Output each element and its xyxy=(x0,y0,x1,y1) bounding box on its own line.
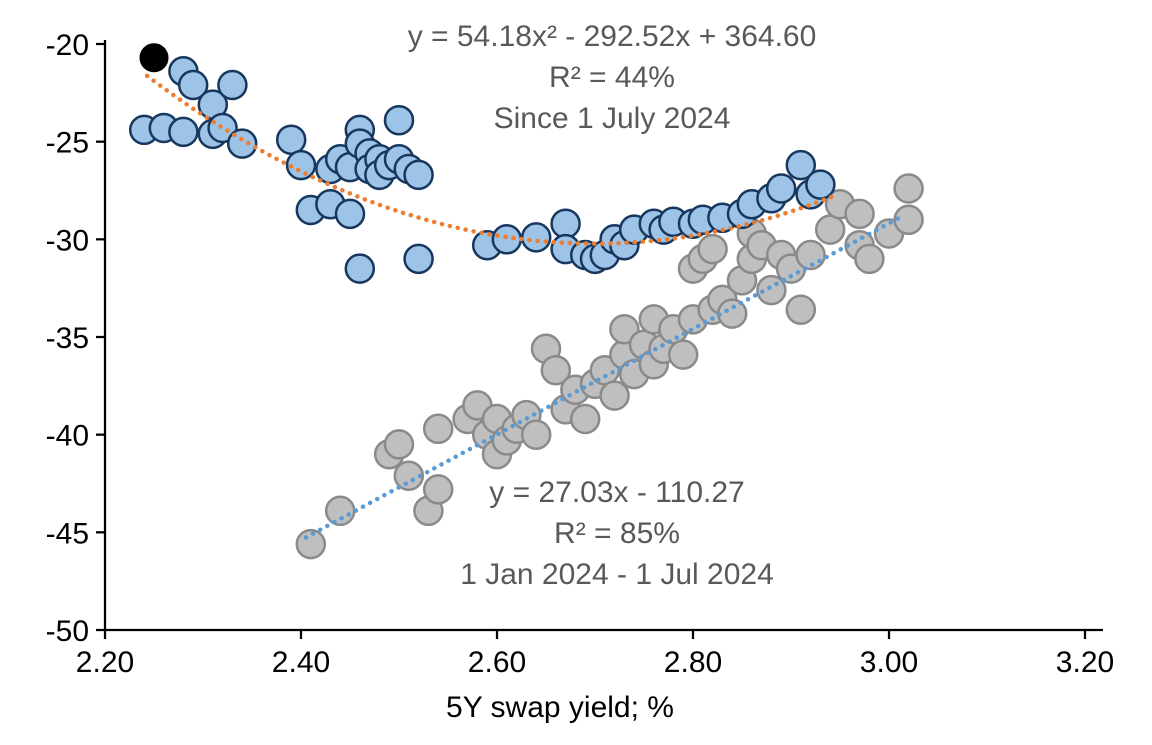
point-since-jul-2024 xyxy=(491,224,523,255)
point-jan-jul-2024 xyxy=(599,380,630,411)
trendline-equation-prior: y = 27.03x - 110.27 xyxy=(489,476,744,509)
x-axis-title: 5Y swap yield; % xyxy=(446,691,674,724)
point-jan-jul-2024 xyxy=(893,204,924,236)
point-jan-jul-2024 xyxy=(295,528,327,560)
y-tick-label: -45 xyxy=(46,517,89,550)
point-since-jul-2024 xyxy=(168,116,199,148)
point-since-jul-2024 xyxy=(383,104,415,136)
y-tick-label: -35 xyxy=(46,322,89,355)
y-tick-label: -50 xyxy=(46,615,89,648)
point-since-jul-2024 xyxy=(217,69,248,101)
data-points xyxy=(128,43,924,560)
point-jan-jul-2024 xyxy=(854,243,885,275)
point-since-jul-2024 xyxy=(550,208,581,239)
annotation-top-block: y = 54.18x² - 292.52x + 364.60 R² = 44% … xyxy=(408,20,817,135)
x-tick-label: 2.40 xyxy=(272,646,330,679)
x-tick-label: 2.80 xyxy=(664,646,722,679)
x-tick-label: 2.60 xyxy=(468,646,526,679)
point-since-jul-2024 xyxy=(805,169,836,200)
point-jan-jul-2024 xyxy=(393,460,425,491)
point-jan-jul-2024 xyxy=(569,403,601,435)
point-jan-jul-2024 xyxy=(814,214,846,245)
point-since-jul-2024 xyxy=(334,198,366,230)
point-since-jul-2024 xyxy=(285,149,317,181)
trendline-r2-recent: R² = 44% xyxy=(549,61,675,94)
point-since-jul-2024 xyxy=(403,243,434,275)
y-tick-label: -20 xyxy=(46,29,89,62)
point-since-jul-2024 xyxy=(177,69,209,101)
point-jan-jul-2024 xyxy=(697,233,728,265)
point-jan-jul-2024 xyxy=(520,419,552,450)
trendline-linear-jan-jul-2024 xyxy=(303,215,902,540)
point-jan-jul-2024 xyxy=(844,198,875,230)
axes: 2.20 2.40 2.60 2.80 3.00 3.20 -20 -25 -30 -35 -40 -… xyxy=(46,29,1115,679)
point-jan-jul-2024 xyxy=(383,429,415,460)
point-since-jul-2024 xyxy=(785,149,817,181)
point-jan-jul-2024 xyxy=(893,173,924,204)
annotation-bottom-block: y = 27.03x - 110.27 R² = 85% 1 Jan 2024 … xyxy=(460,476,774,591)
x-tick-label: 2.20 xyxy=(76,646,134,679)
trendline-period-prior: 1 Jan 2024 - 1 Jul 2024 xyxy=(460,558,774,591)
point-jan-jul-2024 xyxy=(422,413,454,445)
trendline-quadratic-since-jul-2024 xyxy=(144,73,838,246)
point-since-jul-2024 xyxy=(275,124,307,155)
point-since-jul-2024 xyxy=(344,253,376,284)
y-tick-label: -40 xyxy=(46,420,89,453)
point-jan-jul-2024 xyxy=(540,354,572,386)
trendline-equation-recent: y = 54.18x² - 292.52x + 364.60 xyxy=(408,20,817,53)
trendlines xyxy=(144,73,902,540)
trendline-period-recent: Since 1 July 2024 xyxy=(494,102,731,135)
y-tick-label: -25 xyxy=(46,127,89,160)
point-jan-jul-2024 xyxy=(785,294,817,325)
point-jan-jul-2024 xyxy=(609,313,640,345)
point-jan-jul-2024 xyxy=(324,495,356,527)
y-tick-label: -30 xyxy=(46,224,89,257)
point-since-jul-2024 xyxy=(520,222,552,253)
point-jan-jul-2024 xyxy=(422,474,454,505)
point-jan-jul-2024 xyxy=(667,339,699,370)
point-latest-point xyxy=(139,43,169,73)
x-tick-label: 3.20 xyxy=(1056,646,1114,679)
trendline-r2-prior: R² = 85% xyxy=(554,517,680,550)
point-since-jul-2024 xyxy=(765,173,797,204)
point-since-jul-2024 xyxy=(403,159,434,191)
x-tick-label: 3.00 xyxy=(860,646,918,679)
